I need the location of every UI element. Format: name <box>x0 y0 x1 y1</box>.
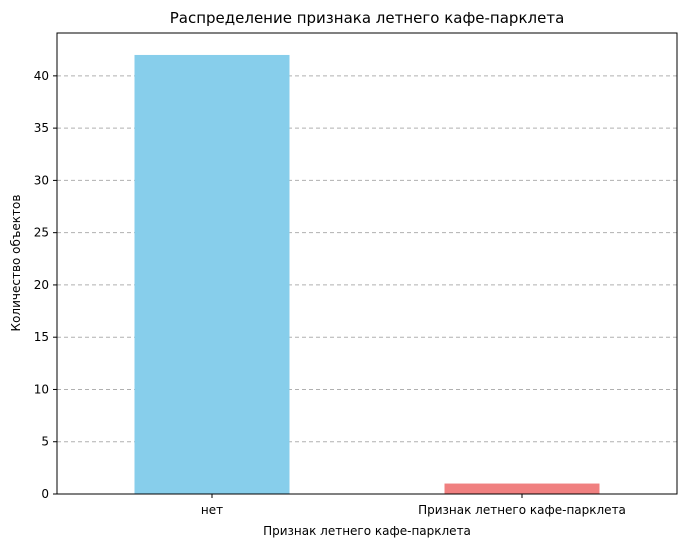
bar <box>134 54 290 494</box>
bar <box>444 483 600 494</box>
y-tick-label: 30 <box>34 173 49 187</box>
x-axis-label: Признак летнего кафе-парклета <box>263 524 471 538</box>
plot-frame <box>56 32 678 495</box>
bars <box>134 54 600 494</box>
x-tick-label: нет <box>201 503 223 517</box>
x-tick-label: Признак летнего кафе-парклета <box>418 503 626 517</box>
x-axis: нет Признак летнего кафе-парклета <box>201 494 626 517</box>
y-axis: 0 5 10 15 20 25 30 35 40 <box>34 69 57 501</box>
chart-title: Распределение признака летнего кафе-парк… <box>170 9 565 27</box>
y-tick-label: 35 <box>34 121 49 135</box>
y-tick-label: 10 <box>34 382 49 396</box>
y-tick-label: 5 <box>41 435 49 449</box>
y-tick-label: 20 <box>34 278 49 292</box>
y-tick-label: 40 <box>34 69 49 83</box>
y-tick-label: 25 <box>34 226 49 240</box>
y-tick-label: 0 <box>41 487 49 501</box>
y-axis-label: Количество объектов <box>9 195 23 332</box>
y-tick-label: 15 <box>34 330 49 344</box>
